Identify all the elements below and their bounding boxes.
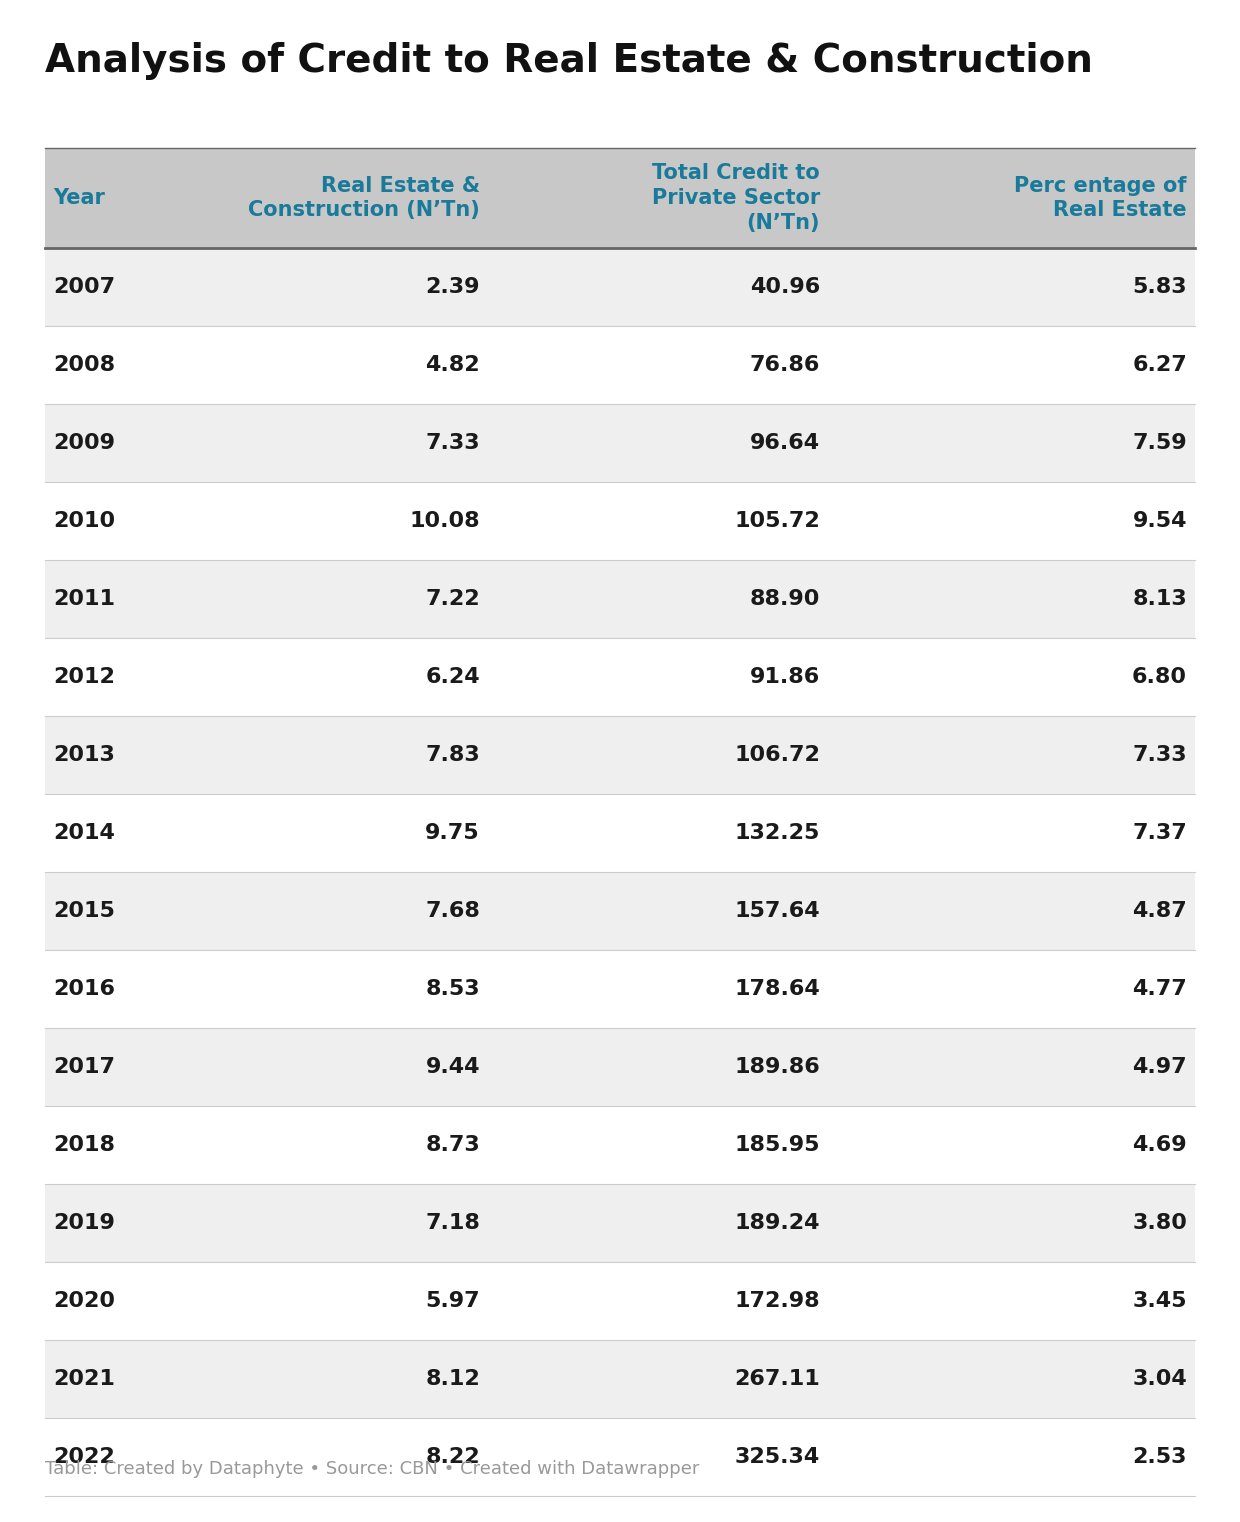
Text: 8.22: 8.22	[425, 1447, 480, 1467]
Text: 2020: 2020	[53, 1291, 115, 1310]
Text: 2016: 2016	[53, 979, 115, 998]
Text: 7.33: 7.33	[1132, 744, 1187, 766]
Text: 8.73: 8.73	[425, 1135, 480, 1155]
Text: 7.22: 7.22	[425, 589, 480, 609]
Text: 7.59: 7.59	[1132, 432, 1187, 454]
Bar	[45, 248, 1195, 326]
Text: 2007: 2007	[53, 277, 115, 297]
Text: 5.97: 5.97	[425, 1291, 480, 1310]
Text: 2013: 2013	[53, 744, 115, 766]
Text: 3.04: 3.04	[1132, 1368, 1187, 1390]
Text: 3.80: 3.80	[1132, 1213, 1187, 1233]
Text: 8.13: 8.13	[1132, 589, 1187, 609]
Text: Analysis of Credit to Real Estate & Construction: Analysis of Credit to Real Estate & Cons…	[45, 43, 1092, 81]
Text: 2018: 2018	[53, 1135, 115, 1155]
Text: 4.77: 4.77	[1132, 979, 1187, 998]
Text: 6.24: 6.24	[425, 667, 480, 686]
Text: 4.87: 4.87	[1132, 901, 1187, 921]
Text: 106.72: 106.72	[734, 744, 820, 766]
Text: 2021: 2021	[53, 1368, 115, 1390]
Bar	[45, 715, 1195, 794]
Text: 2009: 2009	[53, 432, 115, 454]
Bar	[45, 1419, 1195, 1496]
Text: 325.34: 325.34	[735, 1447, 820, 1467]
Text: 40.96: 40.96	[750, 277, 820, 297]
Text: 189.24: 189.24	[734, 1213, 820, 1233]
Text: 2012: 2012	[53, 667, 115, 686]
Text: 178.64: 178.64	[734, 979, 820, 998]
Text: 2015: 2015	[53, 901, 115, 921]
Text: 76.86: 76.86	[750, 355, 820, 374]
Text: 6.80: 6.80	[1132, 667, 1187, 686]
Bar	[45, 403, 1195, 482]
Text: 2.39: 2.39	[425, 277, 480, 297]
Text: Real Estate &
Construction (N’Tn): Real Estate & Construction (N’Tn)	[248, 175, 480, 221]
Bar	[45, 326, 1195, 403]
Text: 7.37: 7.37	[1132, 823, 1187, 843]
Bar	[45, 794, 1195, 872]
Text: Table: Created by Dataphyte • Source: CBN • Created with Datawrapper: Table: Created by Dataphyte • Source: CB…	[45, 1460, 699, 1478]
Bar	[45, 872, 1195, 950]
Bar	[45, 1106, 1195, 1184]
Text: 9.54: 9.54	[1132, 511, 1187, 531]
Text: 91.86: 91.86	[750, 667, 820, 686]
Text: 132.25: 132.25	[734, 823, 820, 843]
Text: 96.64: 96.64	[750, 432, 820, 454]
Text: 105.72: 105.72	[734, 511, 820, 531]
Text: 2011: 2011	[53, 589, 115, 609]
Bar	[45, 1262, 1195, 1339]
Text: 172.98: 172.98	[734, 1291, 820, 1310]
Text: 189.86: 189.86	[734, 1056, 820, 1078]
Text: 8.12: 8.12	[425, 1368, 480, 1390]
Bar	[45, 148, 1195, 248]
Text: 7.68: 7.68	[425, 901, 480, 921]
Text: 185.95: 185.95	[734, 1135, 820, 1155]
Text: 10.08: 10.08	[409, 511, 480, 531]
Text: 2.53: 2.53	[1132, 1447, 1187, 1467]
Bar	[45, 1339, 1195, 1419]
Bar	[45, 950, 1195, 1027]
Text: 2019: 2019	[53, 1213, 115, 1233]
Text: 8.53: 8.53	[425, 979, 480, 998]
Bar	[45, 482, 1195, 560]
Bar	[45, 1027, 1195, 1106]
Text: Perc entage of
Real Estate: Perc entage of Real Estate	[1014, 175, 1187, 221]
Bar	[45, 560, 1195, 638]
Text: 2014: 2014	[53, 823, 115, 843]
Text: 4.97: 4.97	[1132, 1056, 1187, 1078]
Text: 4.69: 4.69	[1132, 1135, 1187, 1155]
Text: 88.90: 88.90	[750, 589, 820, 609]
Text: 9.44: 9.44	[425, 1056, 480, 1078]
Text: 3.45: 3.45	[1132, 1291, 1187, 1310]
Text: 4.82: 4.82	[425, 355, 480, 374]
Text: 267.11: 267.11	[734, 1368, 820, 1390]
Text: 2017: 2017	[53, 1056, 115, 1078]
Text: 5.83: 5.83	[1132, 277, 1187, 297]
Text: 2010: 2010	[53, 511, 115, 531]
Bar	[45, 1184, 1195, 1262]
Text: 2022: 2022	[53, 1447, 115, 1467]
Bar	[45, 638, 1195, 715]
Text: 157.64: 157.64	[734, 901, 820, 921]
Text: 7.83: 7.83	[425, 744, 480, 766]
Text: 7.18: 7.18	[425, 1213, 480, 1233]
Text: Total Credit to
Private Sector
(N’Tn): Total Credit to Private Sector (N’Tn)	[652, 163, 820, 233]
Text: 7.33: 7.33	[425, 432, 480, 454]
Text: Year: Year	[53, 189, 105, 209]
Text: 6.27: 6.27	[1132, 355, 1187, 374]
Text: 9.75: 9.75	[425, 823, 480, 843]
Text: 2008: 2008	[53, 355, 115, 374]
